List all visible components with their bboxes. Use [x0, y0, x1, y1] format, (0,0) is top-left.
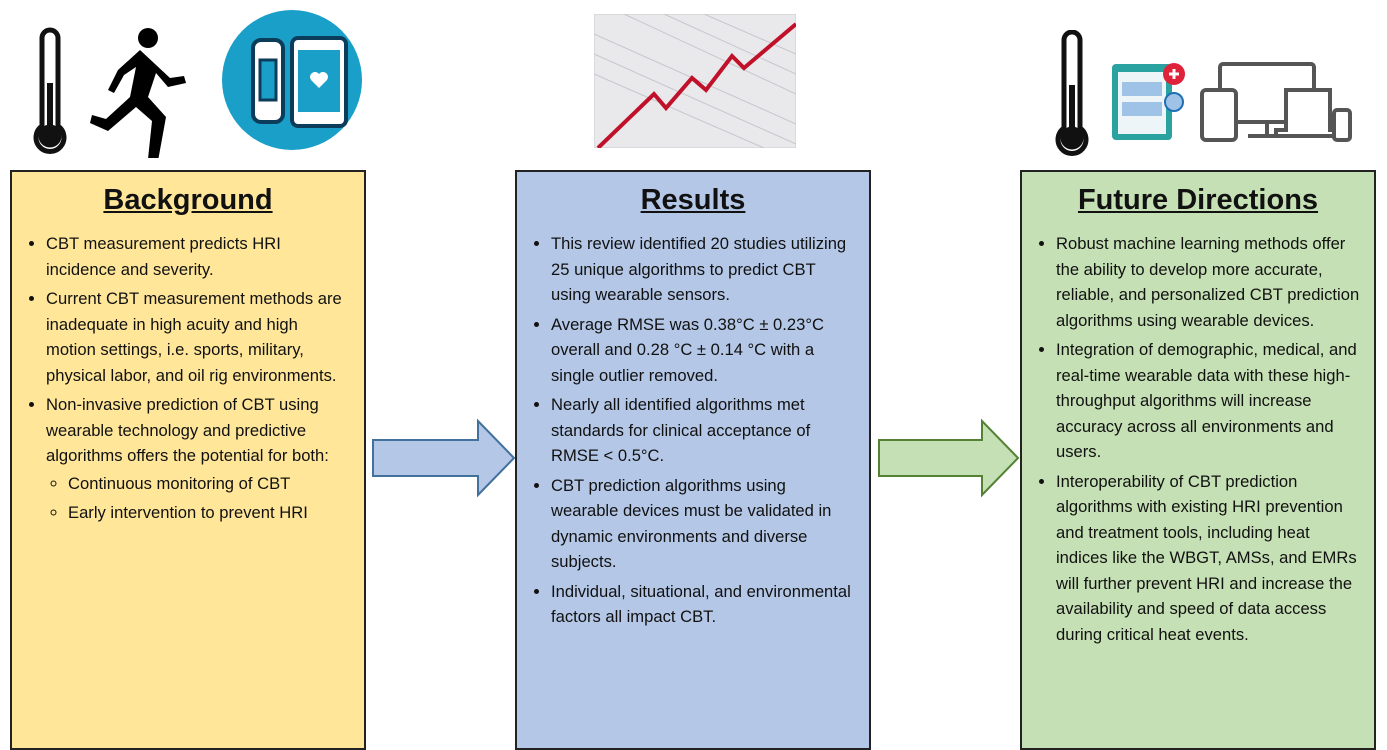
bullet-text: CBT prediction algorithms using wearable… [551, 476, 831, 572]
panel-title: Results [517, 184, 869, 217]
page: {"panels": [ {"title": "Background", "bu… [0, 0, 1387, 742]
bullet-list: CBT measurement predicts HRI incidence a… [12, 231, 364, 526]
bullet: Non-invasive prediction of CBT using wea… [46, 392, 350, 526]
panel-title: Background [12, 184, 364, 217]
sub-bullet-list: Continuous monitoring of CBT Early interv… [46, 469, 350, 526]
bullet-text: Current CBT measurement methods are inad… [46, 289, 342, 385]
panel: Background CBT measurement predicts HRI i… [10, 170, 366, 750]
bullet: Interoperability of CBT prediction algor… [1056, 469, 1360, 648]
thermometer-icon [1058, 32, 1086, 153]
bullet-list: Robust machine learning methods offer th… [1022, 231, 1374, 647]
bullet: Average RMSE was 0.38°C ± 0.23°C overall… [551, 312, 855, 389]
sub-bullet: Continuous monitoring of CBT [68, 471, 350, 497]
bullet-text: Robust machine learning methods offer th… [1056, 234, 1359, 330]
bullet: Nearly all identified algorithms met sta… [551, 392, 855, 469]
devices-icon [1202, 64, 1350, 140]
thermometer-icon [36, 30, 64, 151]
bullet-text: This review identified 20 studies utiliz… [551, 234, 846, 304]
bullet: CBT measurement predicts HRI incidence a… [46, 231, 350, 282]
bullet-list: This review identified 20 studies utiliz… [517, 231, 869, 630]
bullet: Integration of demographic, medical, and… [1056, 337, 1360, 465]
bullet: Robust machine learning methods offer th… [1056, 231, 1360, 333]
bullet-text: Nearly all identified algorithms met sta… [551, 395, 810, 465]
bullet-text: Integration of demographic, medical, and… [1056, 340, 1357, 461]
bullet: CBT prediction algorithms using wearable… [551, 473, 855, 575]
clipboard-icon [1112, 63, 1185, 140]
bullet: This review identified 20 studies utiliz… [551, 231, 855, 308]
future-icons [1050, 30, 1360, 160]
results-graphic [594, 14, 796, 148]
panel: Future Directions Robust machine learning… [1020, 170, 1376, 750]
bullet-text: Interoperability of CBT prediction algor… [1056, 472, 1357, 644]
bullet: Individual, situational, and environment… [551, 579, 855, 630]
bullet-text: Individual, situational, and environment… [551, 582, 851, 627]
bullet-text: Non-invasive prediction of CBT using wea… [46, 395, 329, 465]
wearables-icon [222, 10, 362, 150]
runner-icon [90, 28, 186, 158]
background-icons [20, 8, 370, 158]
arrow-right [876, 418, 1024, 498]
bullet-text: CBT measurement predicts HRI incidence a… [46, 234, 281, 279]
sub-bullet: Early intervention to prevent HRI [68, 500, 350, 526]
panel-title: Future Directions [1022, 184, 1374, 217]
bullet: Current CBT measurement methods are inad… [46, 286, 350, 388]
arrow-right [370, 418, 518, 498]
bullet-text: Average RMSE was 0.38°C ± 0.23°C overall… [551, 315, 824, 385]
panel: Results This review identified 20 studies… [515, 170, 871, 750]
